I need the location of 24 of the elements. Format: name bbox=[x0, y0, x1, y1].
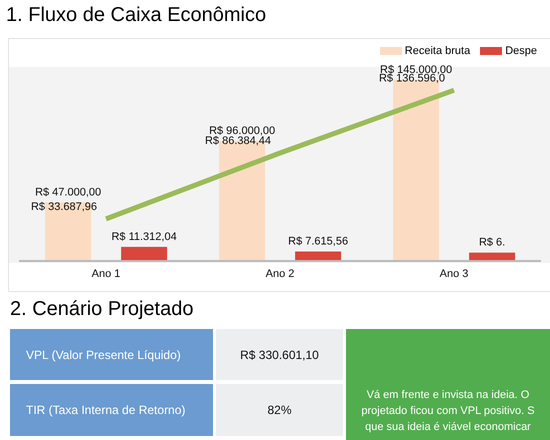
text: que sua ideia é viável economicar bbox=[364, 420, 532, 435]
text: R$ 330.601,10 bbox=[216, 329, 343, 380]
x-tick-label: Ano 3 bbox=[440, 268, 468, 280]
legend-label: Despe bbox=[504, 45, 537, 57]
data-label: R$ 136.596,0 bbox=[378, 72, 446, 84]
bar bbox=[469, 252, 516, 261]
x-tick-label: Ano 2 bbox=[266, 268, 294, 280]
data-label: R$ 96.000,00 bbox=[209, 125, 276, 137]
text: 82% bbox=[216, 384, 343, 436]
text: projetado ficou com VPL positivo. S bbox=[360, 404, 536, 419]
text: 2. Cenário Projetado bbox=[9, 297, 194, 322]
bar bbox=[121, 246, 168, 261]
text: VPL (Valor Presente Líquido) bbox=[10, 329, 213, 380]
text: TIR (Taxa Interna de Retorno) bbox=[10, 384, 213, 436]
text: Vá em frente e invista na ideia. O bbox=[366, 388, 530, 403]
data-label: R$ 11.312,04 bbox=[111, 230, 177, 243]
data-label: R$ 33.687,96 bbox=[30, 200, 98, 213]
data-label: R$ 47.000,00 bbox=[35, 186, 102, 198]
x-tick-label: Ano 1 bbox=[92, 268, 120, 280]
data-label: R$ 86.384,44 bbox=[204, 135, 272, 148]
data-label: R$ 6. bbox=[478, 236, 506, 249]
data-label: R$ 7.615,56 bbox=[288, 235, 348, 248]
chart-title: 1. Fluxo de Caixa Econômico bbox=[5, 3, 268, 28]
legend-label: Receita bruta bbox=[404, 45, 470, 57]
